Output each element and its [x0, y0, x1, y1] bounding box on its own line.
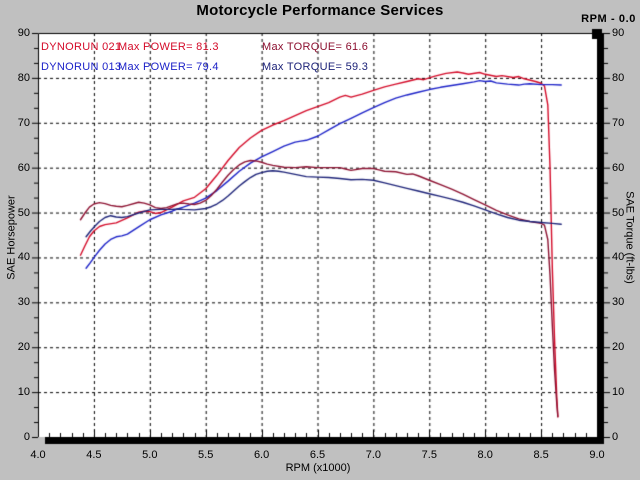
- y-tick-label-left: 40: [17, 251, 30, 264]
- x-tick-label: 8.5: [533, 449, 549, 461]
- x-tick-label: 4.0: [30, 449, 46, 461]
- legend-run-021: DYNORUN 021: [41, 41, 122, 53]
- y-tick-label-left: 0: [23, 431, 30, 443]
- y-tick-label-left: 80: [17, 71, 30, 84]
- y-tick-label-left: 70: [17, 116, 30, 129]
- y-tick-label-left: 20: [17, 341, 30, 354]
- legend-power-021: Max POWER= 81.3: [118, 41, 219, 53]
- y-tick-label-right: 40: [612, 251, 625, 264]
- x-tick-label: 7.0: [365, 449, 382, 461]
- y-tick-label-right: 80: [612, 71, 625, 84]
- y-tick-label-left: 60: [17, 161, 30, 174]
- x-tick-label: 6.5: [309, 449, 326, 461]
- y-tick-label-left: 30: [17, 296, 30, 309]
- x-tick-label: 5.5: [198, 449, 214, 461]
- x-tick-label: 9.0: [589, 449, 605, 461]
- y-tick-label-right: 30: [612, 296, 625, 309]
- x-tick-label: 8.0: [477, 449, 493, 461]
- y-tick-label-left: 10: [17, 386, 30, 399]
- y-tick-label-right: 60: [612, 161, 625, 174]
- x-tick-label: 4.5: [86, 449, 102, 461]
- y-tick-label-right: 90: [612, 27, 625, 39]
- y-tick-label-right: 50: [612, 206, 625, 219]
- y-tick-label-right: 20: [612, 341, 625, 354]
- legend-torque-021: Max TORQUE= 61.6: [262, 41, 369, 53]
- y-tick-label-right: 70: [612, 116, 625, 129]
- x-tick-label: 7.5: [421, 449, 437, 461]
- x-axis-label: RPM (x1000): [285, 462, 351, 474]
- y-tick-label-right: 0: [612, 431, 619, 443]
- legend-power-013: Max POWER= 79.4: [118, 61, 219, 73]
- legend-run-013: DYNORUN 013: [41, 61, 122, 73]
- y-tick-label-left: 50: [17, 206, 30, 219]
- y-tick-label-left: 90: [17, 27, 30, 39]
- x-tick-label: 5.0: [142, 449, 158, 461]
- x-tick-label: 6.0: [253, 449, 270, 461]
- y-tick-label-right: 10: [612, 386, 625, 399]
- legend-torque-013: Max TORQUE= 59.3: [262, 61, 369, 73]
